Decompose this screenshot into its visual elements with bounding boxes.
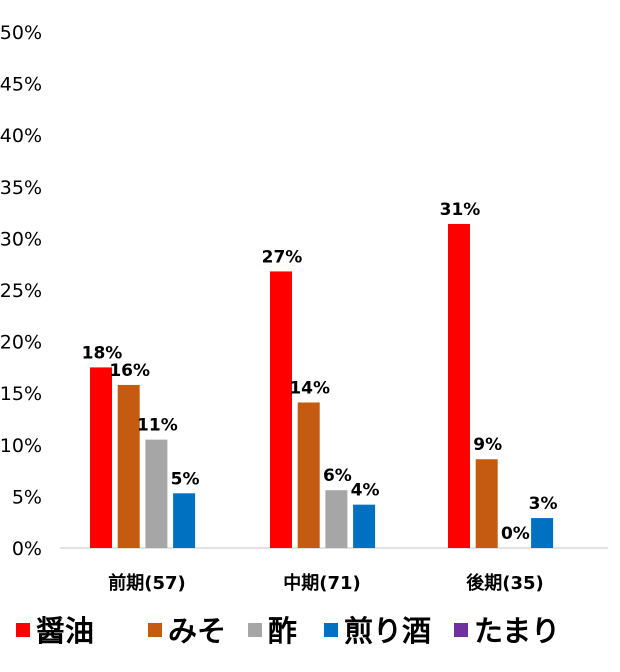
data-label: 31%: [440, 200, 481, 220]
data-label: 18%: [82, 343, 123, 363]
x-tick-label: 中期(71): [283, 572, 361, 594]
bars: [90, 223, 554, 548]
data-label: 16%: [109, 361, 150, 381]
bar-0-1: [270, 271, 292, 548]
legend-item: 酢: [248, 614, 297, 648]
data-label: 4%: [351, 481, 380, 501]
x-tick-label: 後期(35): [466, 572, 544, 594]
data-label: 6%: [323, 466, 352, 486]
data-label: 9%: [473, 435, 502, 455]
bar-1-1: [297, 402, 320, 548]
legend-swatch: [16, 623, 30, 637]
y-tick-label: 30%: [0, 228, 42, 250]
legend-swatch: [324, 623, 338, 637]
legend-label: たまり: [474, 614, 560, 648]
bar-0-2: [448, 223, 470, 548]
bar-1-2: [475, 459, 498, 548]
y-tick-label: 35%: [0, 177, 42, 199]
bar-3-0: [173, 493, 196, 548]
bar-2-0: [145, 439, 168, 548]
legend-swatch: [454, 623, 468, 637]
data-label: 14%: [289, 378, 330, 398]
bar-2-1: [325, 490, 348, 548]
legend-label: 酢: [268, 614, 297, 648]
legend: 醤油 みそ 酢 煎り酒 たまり: [16, 614, 560, 648]
bar-0-0: [90, 367, 112, 548]
y-tick-label: 25%: [0, 280, 42, 302]
data-label: 11%: [137, 416, 178, 436]
legend-item: たまり: [454, 614, 560, 648]
legend-label: 煎り酒: [344, 614, 431, 648]
y-tick-label: 45%: [0, 74, 42, 96]
data-label: 5%: [171, 469, 200, 489]
legend-swatch: [248, 623, 262, 637]
y-tick-label: 50%: [0, 22, 42, 44]
y-tick-label: 20%: [0, 332, 42, 354]
data-label: 0%: [501, 524, 530, 544]
legend-label: みそ: [168, 614, 226, 648]
bar-3-2: [531, 518, 554, 548]
bar-3-1: [353, 504, 376, 548]
y-tick-label: 40%: [0, 125, 42, 147]
y-axis: 0% 5% 10% 15% 20% 25% 30% 35% 40% 45% 50%: [0, 22, 42, 560]
bar-1-0: [117, 384, 140, 548]
x-tick-label: 前期(57): [108, 572, 186, 594]
y-tick-label: 0%: [12, 538, 42, 560]
legend-label: 醤油: [36, 614, 94, 648]
legend-item: みそ: [148, 614, 226, 648]
y-tick-label: 5%: [12, 486, 42, 508]
y-tick-label: 15%: [0, 383, 42, 405]
legend-item: 醤油: [16, 614, 94, 648]
data-labels: 18% 27% 31% 16% 14% 9% 11% 6% 0% 5% 4% 3%: [82, 200, 558, 544]
data-label: 27%: [262, 247, 303, 267]
x-axis: 前期(57) 中期(71) 後期(35): [108, 572, 544, 594]
y-tick-label: 10%: [0, 435, 42, 457]
data-label: 3%: [529, 494, 558, 514]
legend-item: 煎り酒: [324, 614, 431, 648]
legend-swatch: [148, 623, 162, 637]
